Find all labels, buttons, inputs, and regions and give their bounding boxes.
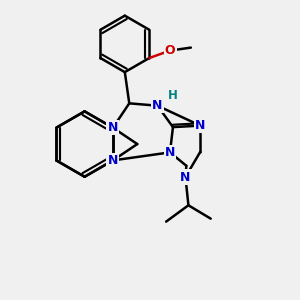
- Text: N: N: [165, 146, 175, 159]
- Text: N: N: [108, 121, 118, 134]
- Text: N: N: [195, 119, 206, 132]
- Text: N: N: [152, 99, 163, 112]
- Text: N: N: [180, 170, 190, 184]
- Text: N: N: [108, 154, 118, 167]
- Text: O: O: [165, 44, 176, 57]
- Text: H: H: [167, 89, 177, 102]
